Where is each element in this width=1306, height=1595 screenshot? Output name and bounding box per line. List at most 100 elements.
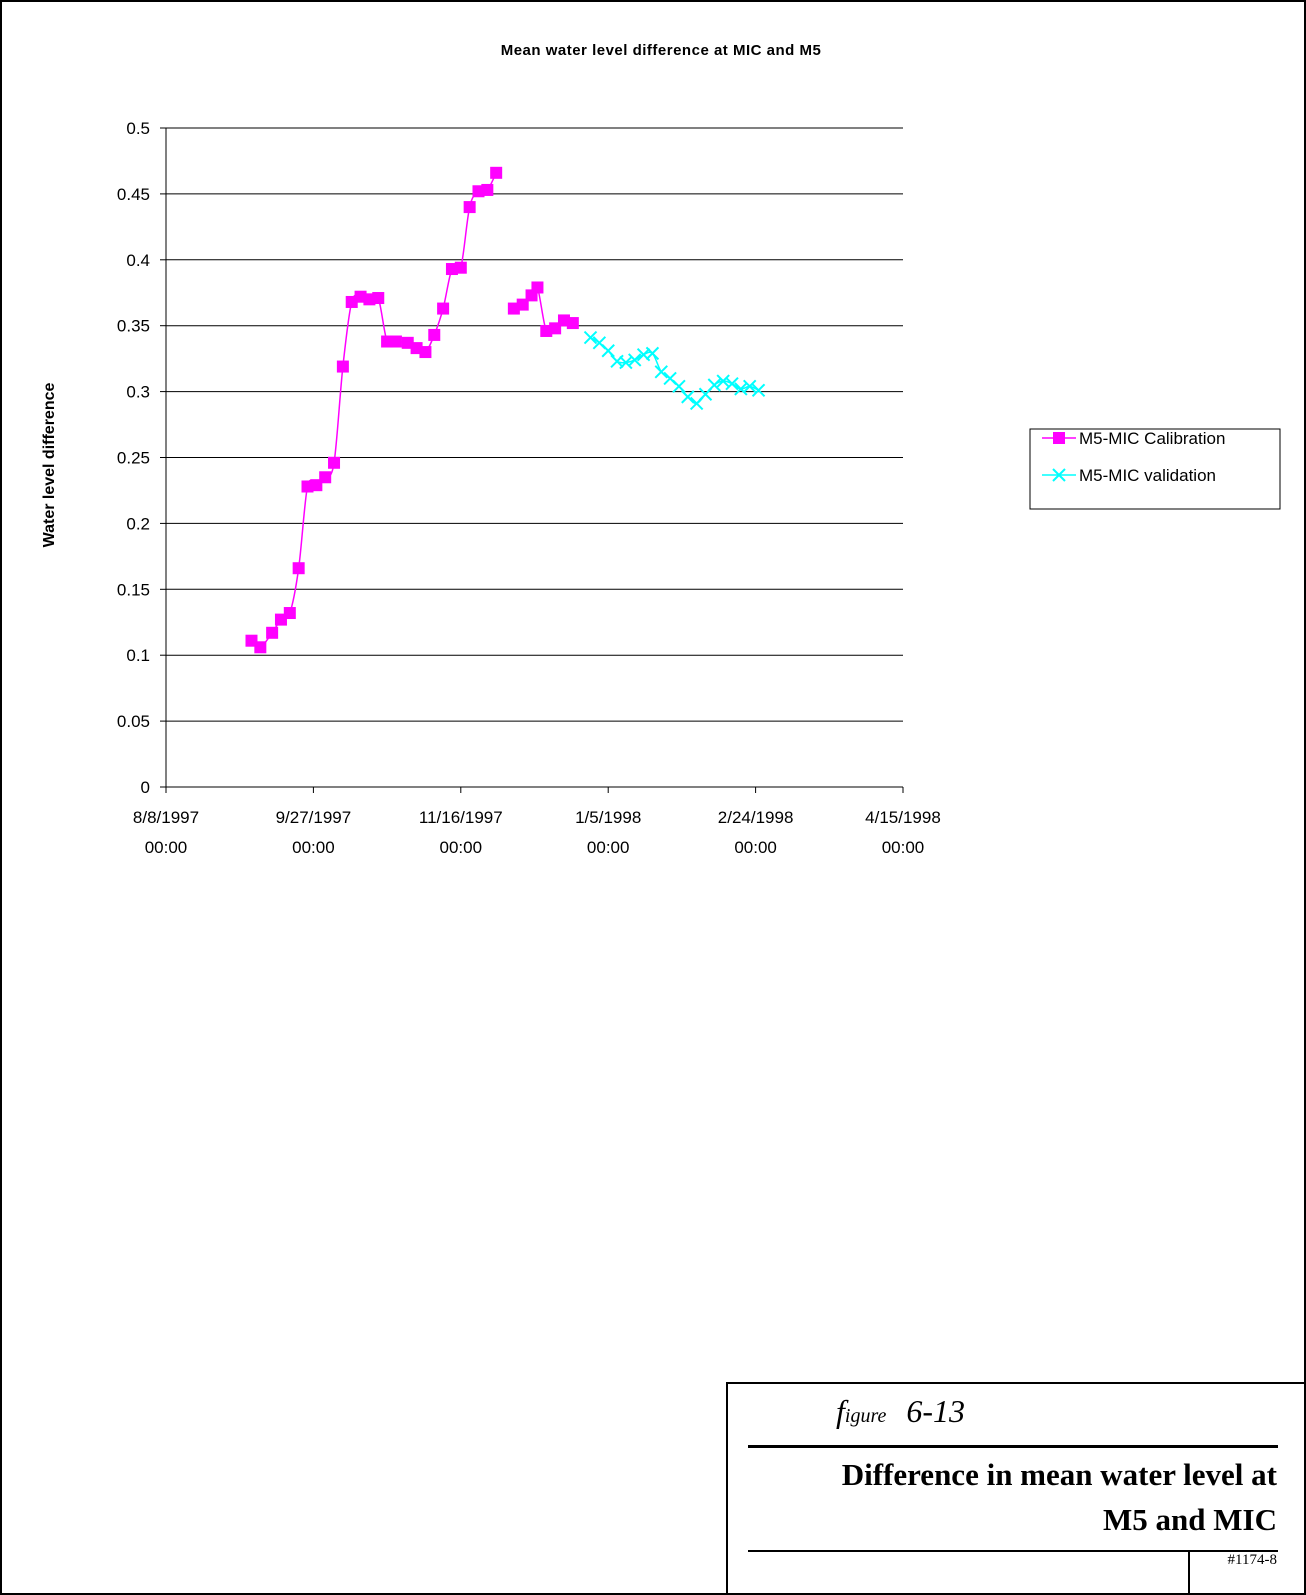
y-tick-label: 0.2: [126, 514, 150, 533]
marker-stroke: [628, 353, 642, 367]
x-tick-label: 00:00: [440, 838, 483, 857]
y-tick-label: 0.1: [126, 646, 150, 665]
legend-marker: [1053, 432, 1065, 444]
marker-stroke: [725, 376, 739, 391]
data-point-square: [437, 302, 450, 315]
y-axis-title: Water level difference: [41, 383, 58, 548]
data-point-square: [454, 261, 467, 274]
series-m5-mic-calibration: [245, 166, 579, 654]
caption-title-line1: Difference in mean water level at: [841, 1457, 1277, 1492]
document-id-box: #1174-8: [1188, 1550, 1283, 1593]
data-point-square: [283, 607, 296, 620]
marker-stroke: [672, 379, 686, 394]
legend-item: M5-MIC Calibration: [1042, 429, 1225, 448]
data-point-x: [601, 344, 615, 358]
x-tick-label: 00:00: [734, 838, 777, 857]
gridlines: [166, 127, 903, 722]
data-point-square: [490, 166, 503, 179]
data-point-square: [531, 281, 544, 294]
x-tick-label: 2/24/1998: [718, 808, 794, 827]
marker-stroke: [592, 336, 607, 350]
data-point-square: [419, 346, 432, 359]
marker-stroke: [583, 330, 598, 345]
y-tick-label: 0.15: [117, 580, 150, 599]
data-point-x: [707, 378, 722, 392]
data-point-square: [481, 183, 494, 196]
x-tick-label: 1/5/1998: [575, 808, 641, 827]
legend-label: M5-MIC validation: [1079, 466, 1216, 485]
y-tick-label: 0.45: [117, 185, 150, 204]
data-point-square: [254, 641, 267, 654]
data-point-square: [336, 360, 349, 373]
data-point-x: [751, 383, 766, 397]
legend-label: M5-MIC Calibration: [1079, 429, 1225, 448]
figure-prefix-f: f: [836, 1393, 845, 1429]
x-tick-label: 00:00: [145, 838, 188, 857]
marker-stroke: [751, 383, 766, 397]
data-point-x: [742, 379, 757, 394]
y-tick-label: 0.25: [117, 449, 150, 468]
data-point-square: [516, 298, 529, 311]
data-point-square: [463, 201, 476, 214]
data-point-square: [566, 317, 579, 330]
x-tick-label: 00:00: [587, 838, 630, 857]
x-tick-label: 9/27/1997: [276, 808, 352, 827]
caption-rule-top: [748, 1445, 1278, 1448]
data-point-x: [619, 355, 633, 370]
axes: 0 0.05 0.1 0.15 0.2 0.25 0.3 0.35 0.4 0.45 0.5 8/8/…: [117, 119, 941, 857]
figure-prefix-rest: igure: [844, 1405, 887, 1427]
caption-title-line2: M5 and MIC: [1103, 1502, 1277, 1537]
x-tick-label: 4/15/1998: [865, 808, 941, 827]
marker-stroke: [619, 355, 633, 370]
marker-stroke: [707, 378, 722, 392]
x-tick-label: 00:00: [292, 838, 335, 857]
x-tick-label: 00:00: [882, 838, 925, 857]
y-tick-label: 0.3: [126, 383, 150, 402]
marker-stroke: [734, 382, 748, 396]
marker-stroke: [654, 365, 668, 379]
caption-box: [726, 1382, 1306, 1595]
legend: M5-MIC Calibration M5-MIC validation: [1029, 428, 1281, 510]
series-m5-mic-validation: [583, 330, 766, 411]
data-point-square: [428, 328, 441, 341]
data-point-x: [681, 390, 695, 404]
marker-stroke: [636, 347, 651, 362]
marker-stroke: [645, 346, 660, 361]
caption-rule-bottom: [748, 1550, 1278, 1552]
x-tick-label: 11/16/1997: [419, 808, 503, 827]
data-point-x: [734, 382, 748, 396]
document-id: #1174-8: [1227, 1552, 1277, 1568]
series-line: [250, 172, 497, 649]
marker-stroke: [663, 371, 677, 386]
data-point-square: [328, 456, 341, 469]
legend-marker: [1052, 468, 1066, 482]
series-layer: [245, 166, 766, 654]
y-tick-label: 0.5: [126, 119, 150, 138]
chart-title: Mean water level difference at MIC and M…: [501, 42, 822, 59]
marker-stroke: [601, 344, 615, 358]
data-point-square: [319, 471, 332, 484]
marker-stroke: [1052, 468, 1066, 482]
data-point-square: [292, 562, 305, 575]
y-tick-label: 0: [141, 778, 150, 797]
data-point-x: [654, 365, 668, 379]
legend-box: [1029, 428, 1281, 510]
x-tick-label: 8/8/1997: [133, 808, 199, 827]
data-point-x: [628, 353, 642, 367]
marker-stroke: [742, 379, 757, 394]
figure-label: figure 6-13: [836, 1393, 965, 1430]
data-point-x: [716, 374, 730, 388]
data-point-square: [266, 626, 279, 639]
data-point-x: [645, 346, 660, 361]
data-point-x: [583, 330, 598, 345]
marker-stroke: [681, 390, 695, 404]
series-line: [590, 336, 759, 405]
figure-number: 6-13: [906, 1393, 966, 1429]
marker-stroke: [716, 374, 730, 388]
data-point-x: [672, 379, 686, 394]
data-point-x: [725, 376, 739, 391]
data-point-square: [389, 335, 402, 348]
y-tick-label: 0.35: [117, 317, 150, 336]
